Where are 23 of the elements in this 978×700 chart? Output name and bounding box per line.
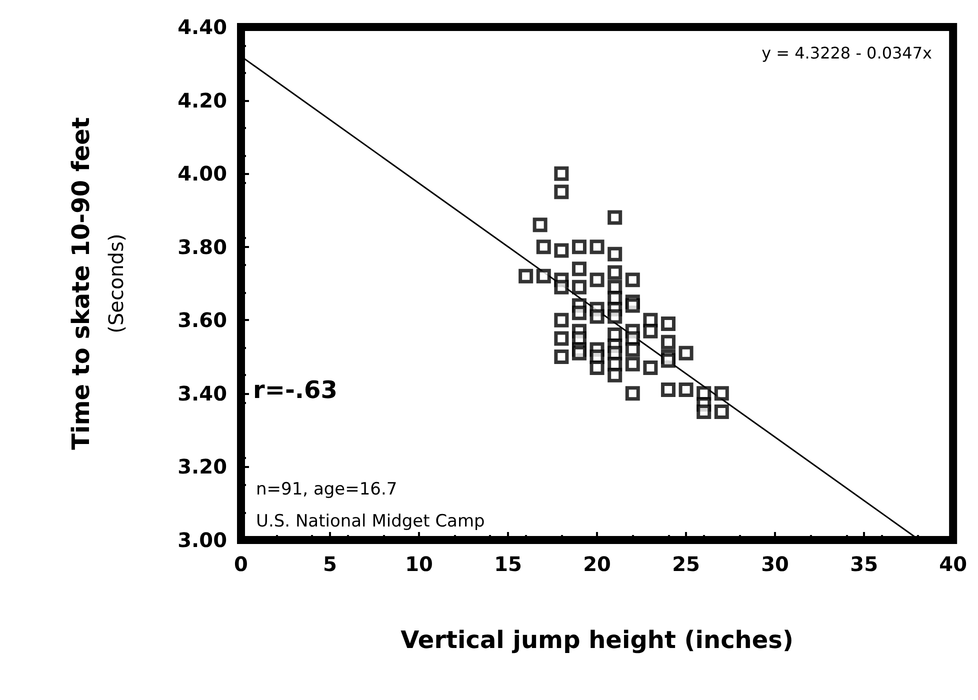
annotation: r=-.63 xyxy=(253,376,338,404)
x-tick-label: 5 xyxy=(323,552,337,576)
y-tick-label: 4.40 xyxy=(178,15,227,39)
x-tick-label: 35 xyxy=(850,552,878,576)
y-tick-label: 3.40 xyxy=(178,381,227,406)
annotation: y = 4.3228 - 0.0347x xyxy=(762,44,932,62)
annotation: n=91, age=16.7 xyxy=(256,480,398,500)
y-tick-label: 3.00 xyxy=(178,528,227,552)
y-tick-label: 3.20 xyxy=(178,454,227,479)
y-tick-label: 3.60 xyxy=(178,308,227,332)
y-axis-title: Time to skate 10-90 feet (Seconds) xyxy=(67,117,128,450)
y-tick-label: 3.80 xyxy=(178,234,227,259)
x-tick-label: 40 xyxy=(939,552,968,576)
y-tick-label: 4.20 xyxy=(178,88,227,112)
x-tick-label: 30 xyxy=(761,552,789,576)
x-axis-title: Vertical jump height (inches) xyxy=(400,626,794,654)
x-tick-label: 25 xyxy=(672,552,700,576)
x-tick-label: 0 xyxy=(234,552,248,576)
annotation: U.S. National Midget Camp xyxy=(256,512,485,532)
y-tick-label: 4.00 xyxy=(178,162,227,186)
x-tick-label: 15 xyxy=(494,552,522,576)
x-tick-label: 20 xyxy=(583,552,611,576)
x-tick-label: 10 xyxy=(405,552,433,576)
